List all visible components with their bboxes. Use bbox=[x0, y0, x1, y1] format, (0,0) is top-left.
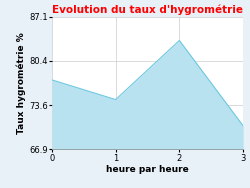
Y-axis label: Taux hygrométrie %: Taux hygrométrie % bbox=[17, 32, 26, 134]
Title: Evolution du taux d'hygrométrie: Evolution du taux d'hygrométrie bbox=[52, 4, 243, 15]
X-axis label: heure par heure: heure par heure bbox=[106, 165, 189, 174]
